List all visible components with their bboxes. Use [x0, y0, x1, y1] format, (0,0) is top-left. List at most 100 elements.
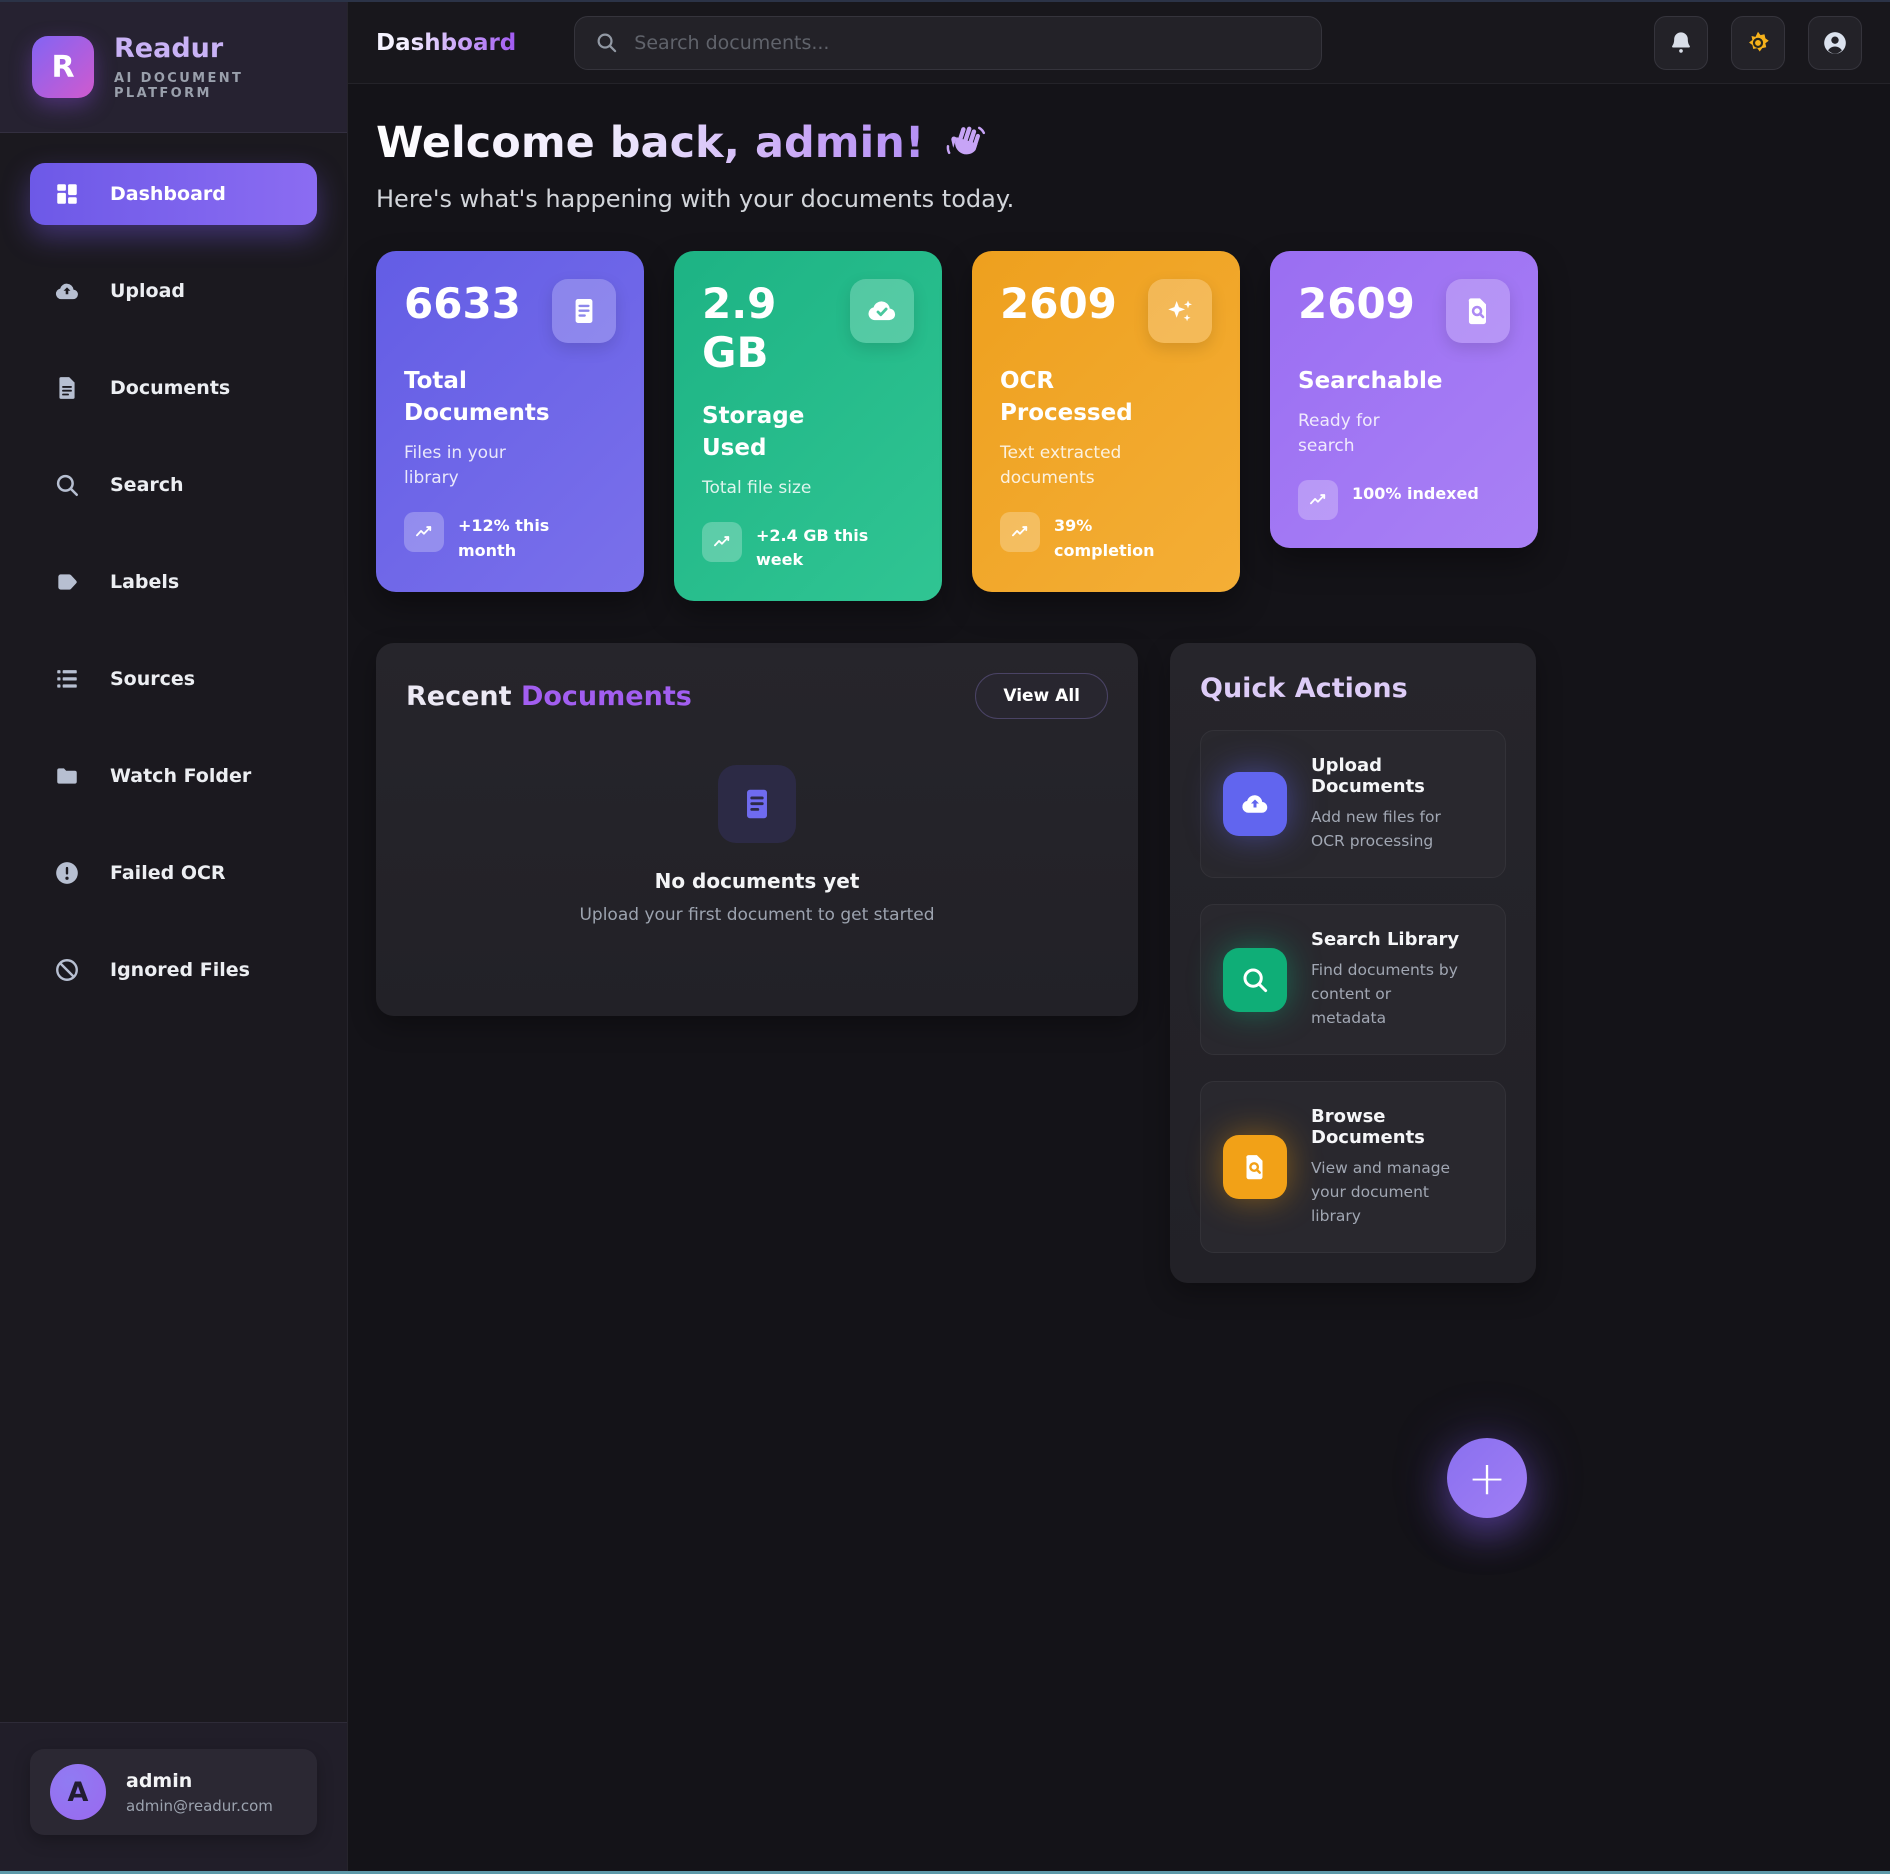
- stat-subtitle: Ready for search: [1298, 410, 1380, 457]
- ban-icon: [54, 957, 80, 983]
- topbar-actions: [1654, 15, 1862, 70]
- sidebar-item-watch-folder[interactable]: Watch Folder: [30, 745, 317, 807]
- user-card[interactable]: A admin admin@readur.com: [30, 1749, 317, 1835]
- panels-row: Recent Documents View All No documents y…: [376, 643, 1538, 1284]
- stat-badge-text: 100% indexed: [1352, 483, 1479, 503]
- theme-sun-icon: [1749, 31, 1769, 51]
- stat-card-ocr-processed: 2609 OCR Processed Text extracted docume…: [972, 250, 1240, 592]
- profile-icon: [1824, 31, 1846, 54]
- document-icon: [552, 278, 616, 343]
- document-search-icon: [1446, 278, 1510, 343]
- folder-icon: [54, 763, 80, 789]
- stat-card-storage-used: 2.9 GB Storage Used Total file size +2.4…: [674, 250, 942, 602]
- sidebar-item-label: Dashboard: [110, 183, 226, 205]
- sidebar-item-labels[interactable]: Labels: [30, 551, 317, 613]
- sidebar-item-label: Upload: [110, 280, 186, 302]
- trending-up-icon: [404, 511, 444, 552]
- notifications-button[interactable]: [1654, 15, 1708, 70]
- trending-up-icon: [1000, 511, 1040, 552]
- stat-title: Searchable: [1298, 367, 1443, 394]
- avatar: A: [50, 1764, 106, 1820]
- sidebar-item-documents[interactable]: Documents: [30, 357, 317, 419]
- sidebar-item-ignored-files[interactable]: Ignored Files: [30, 939, 317, 1001]
- quick-actions-panel: Quick Actions Upload Documents Add new f…: [1170, 643, 1536, 1284]
- sidebar-item-label: Sources: [110, 668, 196, 690]
- quick-action-title: Upload Documents: [1311, 755, 1425, 798]
- sidebar-item-label: Watch Folder: [110, 765, 252, 787]
- sidebar-item-dashboard[interactable]: Dashboard: [30, 163, 317, 225]
- sparkles-icon: [1148, 278, 1212, 343]
- stat-badge: +2.4 GB this week: [702, 521, 914, 574]
- quick-action-text: Search Library Find documents by content…: [1311, 929, 1466, 1030]
- empty-state: No documents yet Upload your first docum…: [406, 765, 1108, 925]
- recent-title-prefix: Recent: [406, 680, 512, 712]
- stat-card-total-documents: 6633 Total Documents Files in your libra…: [376, 250, 644, 592]
- quick-action-browse-documents[interactable]: Browse Documents View and manage your do…: [1200, 1081, 1506, 1254]
- stat-cards-row: 6633 Total Documents Files in your libra…: [376, 250, 1538, 602]
- document-icon: [718, 765, 796, 844]
- sidebar-item-search[interactable]: Search: [30, 454, 317, 516]
- search-icon: [1223, 947, 1287, 1012]
- sidebar-item-label: Search: [110, 474, 184, 496]
- stat-value: 6633: [404, 278, 521, 328]
- welcome-text: Welcome back, admin!: [376, 118, 925, 168]
- quick-actions-title: Quick Actions: [1200, 673, 1408, 705]
- waving-hand-icon: [946, 126, 985, 155]
- user-info: admin admin@readur.com: [126, 1770, 273, 1815]
- topbar: Dashboard: [348, 2, 1890, 84]
- quick-action-title: Search Library: [1311, 929, 1460, 951]
- add-document-fab[interactable]: +: [1447, 1438, 1527, 1518]
- sidebar-footer: A admin admin@readur.com: [0, 1722, 347, 1871]
- welcome-subtitle: Here's what's happening with your docume…: [376, 184, 1015, 213]
- cloud-upload-icon: [1223, 772, 1287, 837]
- quick-action-desc: Find documents by content or metadata: [1311, 961, 1458, 1028]
- search-bar[interactable]: [574, 15, 1323, 70]
- stat-badge: +12% this month: [404, 511, 616, 564]
- sidebar-item-label: Documents: [110, 377, 231, 399]
- quick-action-text: Upload Documents Add new files for OCR p…: [1311, 755, 1483, 853]
- document-search-icon: [1223, 1135, 1287, 1200]
- quick-action-text: Browse Documents View and manage your do…: [1311, 1106, 1483, 1228]
- theme-toggle-button[interactable]: [1731, 15, 1785, 70]
- alert-icon: [54, 860, 80, 886]
- profile-button[interactable]: [1808, 15, 1862, 70]
- search-input[interactable]: [634, 31, 1302, 54]
- trending-up-icon: [1298, 479, 1338, 520]
- sidebar-header: R Readur AI DOCUMENT PLATFORM: [0, 2, 347, 133]
- stat-badge-text: 39% completion: [1054, 515, 1155, 560]
- stat-value: 2609: [1298, 278, 1415, 328]
- cloud-check-icon: [850, 278, 914, 343]
- sidebar-nav: Dashboard Upload Documents Search: [0, 133, 347, 1722]
- stat-title: Storage Used: [702, 402, 805, 461]
- stat-card-searchable: 2609 Searchable Ready for search 100% in…: [1270, 250, 1538, 548]
- plus-icon: +: [1467, 1451, 1507, 1505]
- empty-state-title: No documents yet: [654, 869, 860, 894]
- quick-action-search-library[interactable]: Search Library Find documents by content…: [1200, 904, 1506, 1056]
- trending-up-icon: [702, 521, 742, 562]
- sidebar-item-label: Failed OCR: [110, 862, 226, 884]
- tag-icon: [54, 569, 80, 595]
- user-name: admin: [126, 1769, 193, 1792]
- stat-subtitle: Files in your library: [404, 442, 506, 489]
- sidebar-item-upload[interactable]: Upload: [30, 260, 317, 322]
- main-area: Dashboard Welcome bac: [348, 2, 1890, 1871]
- quick-action-desc: View and manage your document library: [1311, 1159, 1451, 1226]
- stat-subtitle: Total file size: [702, 478, 812, 499]
- bell-icon: [1672, 31, 1690, 53]
- sidebar-item-failed-ocr[interactable]: Failed OCR: [30, 842, 317, 904]
- quick-action-desc: Add new files for OCR processing: [1311, 808, 1441, 851]
- recent-documents-panel: Recent Documents View All No documents y…: [376, 643, 1138, 1017]
- search-icon: [54, 472, 80, 498]
- list-icon: [54, 666, 80, 692]
- grid-icon: [54, 181, 80, 207]
- search-icon: [595, 31, 618, 54]
- welcome-heading: Welcome back, admin!: [376, 118, 1538, 170]
- stat-subtitle: Text extracted documents: [1000, 442, 1122, 489]
- recent-title-accent: Documents: [520, 680, 692, 712]
- brand-block: Readur AI DOCUMENT PLATFORM: [114, 33, 315, 101]
- empty-state-subtitle: Upload your first document to get starte…: [579, 905, 935, 926]
- view-all-button[interactable]: View All: [975, 673, 1108, 720]
- quick-action-upload-documents[interactable]: Upload Documents Add new files for OCR p…: [1200, 730, 1506, 879]
- sidebar-item-sources[interactable]: Sources: [30, 648, 317, 710]
